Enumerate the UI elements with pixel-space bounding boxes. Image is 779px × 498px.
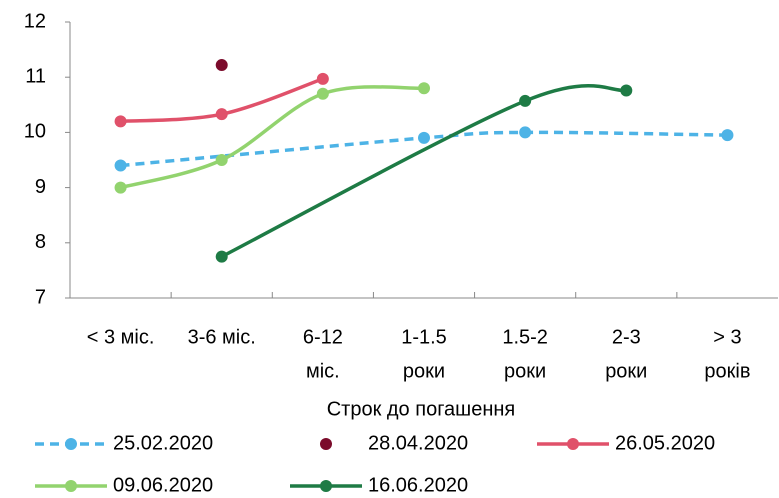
x-tick-label: 3-6 міс. <box>188 326 256 348</box>
x-tick-label: роки <box>605 360 647 382</box>
y-tick-label: 8 <box>35 231 46 253</box>
data-point <box>215 108 228 121</box>
data-point <box>519 126 532 139</box>
data-point <box>114 181 127 194</box>
series-line <box>120 85 425 190</box>
x-tick-label: роки <box>403 360 445 382</box>
data-point <box>620 84 633 97</box>
x-tick-label: 6-12 <box>303 326 343 348</box>
x-tick-label: 1-1.5 <box>401 326 447 348</box>
data-point <box>215 250 228 263</box>
x-tick-label: 1.5-2 <box>502 326 548 348</box>
data-point <box>114 159 127 172</box>
data-point <box>418 131 430 144</box>
data-point <box>721 129 734 142</box>
legend-marker <box>320 438 332 450</box>
x-tick-label: 2-3 <box>612 326 641 348</box>
data-point <box>519 94 532 107</box>
series-line <box>220 84 627 259</box>
y-tick-label: 7 <box>35 286 46 308</box>
data-point <box>114 115 127 128</box>
legend-label: 25.02.2020 <box>113 432 213 454</box>
y-tick-label: 11 <box>25 65 46 87</box>
legend-label: 28.04.2020 <box>368 432 468 454</box>
x-tick-label: роки <box>504 360 546 382</box>
legend-label: 16.06.2020 <box>368 474 468 496</box>
y-tick-label: 9 <box>35 176 46 198</box>
legend-marker <box>65 438 77 450</box>
data-point <box>215 154 228 166</box>
legend-marker <box>567 438 579 450</box>
data-point <box>215 59 228 72</box>
data-point <box>418 82 430 95</box>
data-point <box>316 87 329 100</box>
y-tick-label: 12 <box>24 10 46 32</box>
legend-marker <box>65 480 77 492</box>
x-tick-label: міс. <box>306 360 340 382</box>
x-axis-title: Строк до погашення <box>327 398 516 420</box>
x-tick-label: років <box>704 360 750 382</box>
series-line <box>120 130 728 168</box>
data-point <box>316 72 329 85</box>
legend-marker <box>320 480 332 492</box>
x-tick-label: > 3 <box>713 326 741 348</box>
legend-label: 09.06.2020 <box>113 474 213 496</box>
x-tick-label: < 3 міс. <box>87 326 155 348</box>
y-tick-label: 10 <box>24 121 46 143</box>
legend-label: 26.05.2020 <box>615 432 715 454</box>
